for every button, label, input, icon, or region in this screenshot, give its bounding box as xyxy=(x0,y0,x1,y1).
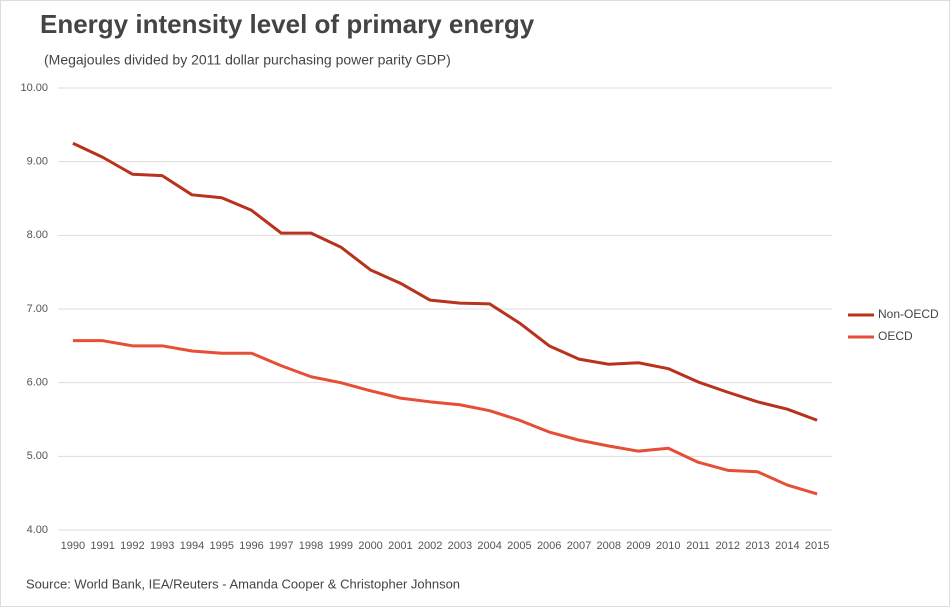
series-line xyxy=(72,141,818,422)
x-tick-label: 1990 xyxy=(61,540,85,552)
y-tick-label: 7.00 xyxy=(27,303,48,315)
y-tick-label: 6.00 xyxy=(27,377,48,389)
x-tick-label: 1997 xyxy=(269,540,293,552)
x-tick-label: 2001 xyxy=(388,540,412,552)
x-tick-label: 2005 xyxy=(507,540,531,552)
x-tick-label: 1993 xyxy=(150,540,174,552)
y-tick-label: 9.00 xyxy=(27,156,48,168)
x-tick-label: 2015 xyxy=(805,540,829,552)
x-tick-label: 2012 xyxy=(716,540,740,552)
series-line xyxy=(72,339,818,496)
source-note: Source: World Bank, IEA/Reuters - Amanda… xyxy=(26,576,460,591)
chart-subtitle: (Megajoules divided by 2011 dollar purch… xyxy=(44,52,451,68)
x-tick-label: 1994 xyxy=(180,540,204,552)
chart-title: Energy intensity level of primary energy xyxy=(40,9,535,39)
x-tick-label: 1995 xyxy=(209,540,233,552)
x-tick-label: 2002 xyxy=(418,540,442,552)
y-tick-label: 5.00 xyxy=(27,450,48,462)
x-tick-label: 2006 xyxy=(537,540,561,552)
x-tick-label: 2000 xyxy=(358,540,382,552)
x-tick-label: 2004 xyxy=(477,540,501,552)
x-tick-label: 2008 xyxy=(596,540,620,552)
x-tick-label: 2007 xyxy=(567,540,591,552)
x-tick-label: 1998 xyxy=(299,540,323,552)
x-tick-label: 1999 xyxy=(329,540,353,552)
x-tick-label: 1996 xyxy=(239,540,263,552)
legend-label: Non-OECD xyxy=(878,307,939,321)
y-tick-label: 10.00 xyxy=(20,82,48,94)
x-tick-label: 2011 xyxy=(686,540,710,552)
x-tick-label: 1992 xyxy=(120,540,144,552)
x-tick-label: 2014 xyxy=(775,540,799,552)
x-tick-label: 1991 xyxy=(90,540,114,552)
x-tick-label: 2010 xyxy=(656,540,680,552)
x-tick-label: 2013 xyxy=(745,540,769,552)
y-tick-label: 4.00 xyxy=(27,524,48,536)
y-tick-label: 8.00 xyxy=(27,229,48,241)
legend-label: OECD xyxy=(878,329,913,343)
x-tick-label: 2009 xyxy=(626,540,650,552)
x-tick-label: 2003 xyxy=(448,540,472,552)
